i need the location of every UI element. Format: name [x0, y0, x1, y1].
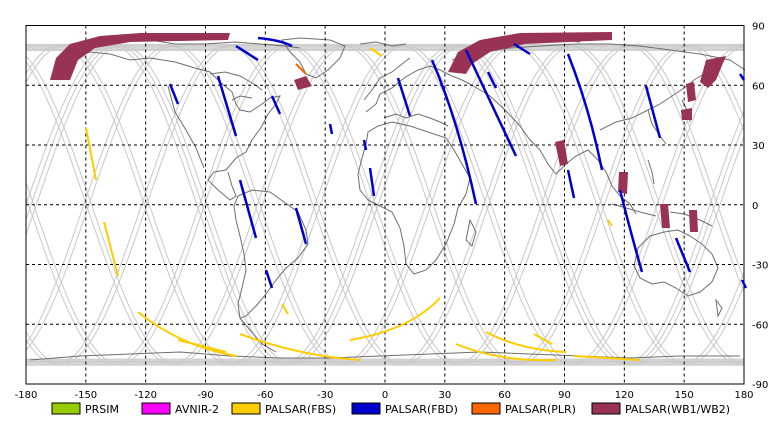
x-tick-label: 90 — [558, 390, 571, 401]
fbs-swath — [533, 333, 553, 345]
fbs-swath — [281, 303, 289, 315]
x-tick-label: -60 — [257, 390, 273, 401]
y-tick-label: 30 — [752, 141, 765, 152]
wb-swath — [681, 108, 692, 120]
fbd-swath — [566, 169, 576, 199]
coverage-swaths — [50, 32, 748, 362]
x-axis-labels: -180 -150 -120 -90 -60 -30 0 30 60 90 120 150 180 — [15, 390, 754, 401]
y-tick-label: 0 — [752, 201, 758, 212]
fbd-swath — [368, 167, 376, 197]
wb-swath — [50, 33, 230, 80]
y-tick-label: 60 — [752, 81, 765, 92]
legend-item: PRSIM — [51, 402, 119, 416]
fbd-swath — [257, 36, 293, 48]
coastlines — [29, 37, 746, 361]
fbs-swath — [177, 339, 227, 353]
fbd-swath — [486, 71, 498, 89]
fbs-swath — [573, 355, 641, 361]
fbs-swath — [137, 311, 237, 357]
wb-swath — [700, 56, 726, 88]
fbd-swath — [740, 279, 748, 289]
wb-swath — [686, 82, 696, 102]
fbd-swath — [430, 59, 478, 205]
fbd-swath — [238, 179, 258, 239]
x-tick-label: -180 — [15, 390, 38, 401]
x-tick-label: 30 — [438, 390, 451, 401]
fbd-swath — [264, 269, 274, 289]
fbs-swath — [485, 331, 567, 353]
legend: PRSIM AVNIR-2 PALSAR(FBS) PALSAR(FBD) PALSAR… — [51, 402, 730, 416]
y-axis-labels: 90 60 30 0 -30 -60 -90 — [752, 22, 768, 392]
legend-swatch — [231, 402, 261, 415]
fbd-swath — [513, 42, 531, 56]
fbd-swath — [216, 75, 238, 137]
x-tick-label: -90 — [197, 390, 213, 401]
fbs-swath — [85, 127, 97, 181]
legend-label: PALSAR(WB1/WB2) — [625, 403, 730, 416]
fbs-swath — [103, 221, 119, 277]
legend-item: PALSAR(WB1/WB2) — [591, 402, 730, 416]
fbd-swath — [362, 139, 368, 151]
x-tick-label: 120 — [615, 390, 634, 401]
fbd-swath — [644, 85, 662, 139]
legend-swatch — [591, 402, 621, 415]
legend-item: PALSAR(FBD) — [351, 402, 458, 416]
fbd-swath — [618, 189, 644, 273]
wb-swath — [294, 76, 312, 90]
fbd-swath — [674, 237, 692, 273]
wb-swath — [689, 210, 698, 232]
wb-swath — [618, 172, 628, 194]
wb-swath — [660, 204, 670, 228]
y-tick-label: -30 — [752, 261, 768, 272]
x-tick-label: -120 — [134, 390, 157, 401]
legend-label: PALSAR(FBS) — [265, 403, 336, 416]
legend-label: AVNIR-2 — [175, 403, 219, 416]
legend-swatch — [141, 402, 171, 415]
x-tick-label: 60 — [498, 390, 511, 401]
fbs-swath — [455, 343, 557, 362]
y-tick-label: -60 — [752, 320, 768, 331]
fbd-swath — [566, 53, 604, 171]
fbs-swath — [607, 219, 613, 227]
x-tick-label: 150 — [675, 390, 694, 401]
y-tick-label: 90 — [752, 22, 765, 33]
x-tick-label: 0 — [382, 390, 388, 401]
wb-swath — [555, 140, 568, 166]
fbd-swath — [168, 83, 180, 105]
wb-swath — [448, 32, 612, 74]
map-frame — [25, 25, 745, 385]
legend-label: PRSIM — [85, 403, 119, 416]
x-tick-label: -30 — [317, 390, 333, 401]
legend-item: PALSAR(FBS) — [231, 402, 336, 416]
legend-label: PALSAR(FBD) — [385, 403, 458, 416]
x-tick-label: 180 — [734, 390, 753, 401]
fbd-swath — [294, 207, 308, 245]
legend-item: AVNIR-2 — [141, 402, 219, 416]
fbd-swath — [396, 77, 412, 117]
legend-label: PALSAR(PLR) — [505, 403, 576, 416]
fbd-swath — [270, 95, 282, 115]
fbd-swath — [464, 49, 518, 157]
fbs-swath — [349, 297, 441, 341]
legend-swatch — [351, 402, 381, 415]
fbs-swath — [369, 47, 383, 57]
legend-swatch — [471, 402, 501, 415]
legend-item: PALSAR(PLR) — [471, 402, 576, 416]
fbd-swath — [328, 123, 334, 135]
fbs-swath — [239, 333, 361, 361]
y-tick-label: -90 — [752, 380, 768, 391]
fbd-swath — [235, 44, 259, 62]
fbd-swath — [738, 73, 746, 81]
x-tick-label: -150 — [74, 390, 97, 401]
plr-swath — [295, 63, 307, 75]
orbit-track — [25, 44, 745, 365]
legend-swatch — [51, 402, 81, 415]
